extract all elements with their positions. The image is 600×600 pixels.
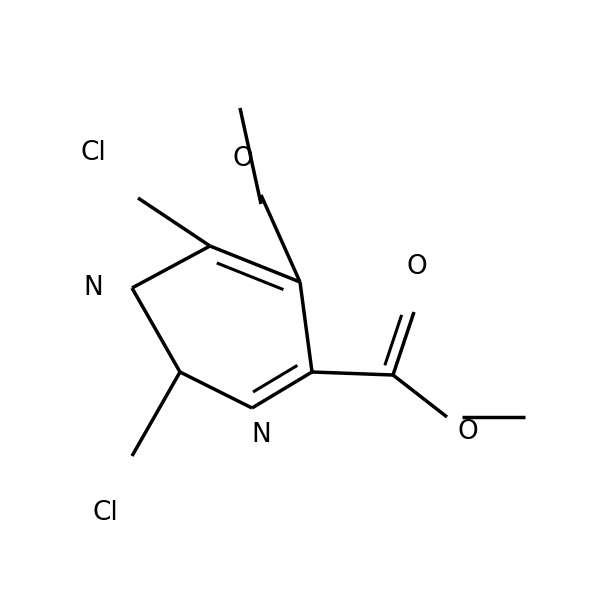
- Text: O: O: [407, 254, 427, 280]
- Text: O: O: [233, 146, 253, 172]
- Text: N: N: [83, 275, 103, 301]
- Text: Cl: Cl: [92, 500, 118, 526]
- Text: O: O: [458, 419, 478, 445]
- Text: N: N: [251, 422, 271, 448]
- Text: Cl: Cl: [80, 140, 106, 166]
